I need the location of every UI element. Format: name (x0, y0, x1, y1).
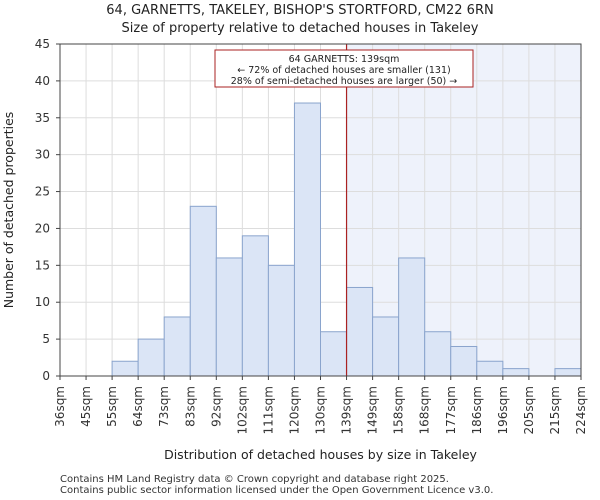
bar-92sqm (215, 257, 243, 377)
bar-149sqm (372, 316, 400, 377)
y-tick-label: 15 (35, 258, 50, 272)
bar-158sqm (398, 257, 426, 377)
bar-177sqm (450, 345, 478, 377)
x-tick-label: 205sqm (522, 386, 536, 434)
x-tick-label: 186sqm (470, 386, 484, 434)
x-tick-label: 168sqm (418, 386, 432, 434)
x-tick-label: 45sqm (79, 386, 93, 427)
x-tick-label: 120sqm (287, 386, 301, 434)
y-tick-label: 30 (35, 148, 50, 162)
x-tick-label: 177sqm (444, 386, 458, 434)
bar-55sqm (111, 360, 139, 377)
y-axis-ticks: 0 5 10 15 20 25 30 35 40 45 (35, 37, 60, 383)
x-tick-label: 158sqm (392, 386, 406, 434)
chart-subtitle: Size of property relative to detached ho… (121, 21, 479, 36)
bar-139sqm (346, 286, 374, 377)
x-tick-label: 36sqm (53, 386, 67, 427)
bar-83sqm (189, 205, 217, 377)
bar-102sqm (241, 235, 269, 377)
y-tick-label: 40 (35, 74, 50, 88)
y-axis-label: Number of detached properties (1, 112, 16, 309)
bar-130sqm (320, 331, 348, 377)
x-tick-label: 83sqm (183, 386, 197, 427)
x-tick-label: 139sqm (340, 386, 354, 434)
annotation-line-1: 64 GARNETTS: 139sqm (289, 54, 400, 65)
x-tick-label: 215sqm (548, 386, 562, 434)
x-tick-label: 224sqm (574, 386, 588, 434)
x-tick-label: 92sqm (209, 386, 223, 427)
x-axis-label: Distribution of detached houses by size … (164, 447, 477, 462)
x-tick-label: 55sqm (105, 386, 119, 427)
y-tick-label: 20 (35, 221, 50, 235)
x-tick-label: 73sqm (157, 386, 171, 427)
bar-196sqm (502, 368, 530, 377)
x-tick-label: 130sqm (314, 386, 328, 434)
y-tick-label: 10 (35, 295, 50, 309)
x-tick-label: 102sqm (235, 386, 249, 434)
footer-line-2: Contains public sector information licen… (60, 485, 494, 496)
chart-title: 64, GARNETTS, TAKELEY, BISHOP'S STORTFOR… (106, 3, 494, 18)
annotation-line-3: 28% of semi-detached houses are larger (… (231, 76, 458, 87)
x-tick-label: 64sqm (131, 386, 145, 427)
bar-186sqm (476, 360, 504, 377)
x-axis-ticks: 36sqm 45sqm 55sqm 64sqm 73sqm 83sqm 92sqm 102sq… (53, 376, 588, 434)
bar-168sqm (424, 331, 452, 377)
x-tick-label: 111sqm (261, 386, 275, 434)
y-tick-label: 0 (42, 369, 50, 383)
bar-64sqm (137, 338, 165, 377)
annotation-box: 64 GARNETTS: 139sqm ← 72% of detached ho… (214, 49, 474, 88)
x-tick-label: 196sqm (496, 386, 510, 434)
annotation-frame (214, 49, 474, 88)
y-tick-label: 45 (35, 37, 50, 51)
bar-120sqm (293, 102, 322, 377)
bar-73sqm (163, 316, 191, 377)
y-tick-label: 5 (42, 332, 50, 346)
annotation-line-2: ← 72% of detached houses are smaller (13… (237, 65, 450, 76)
bar-111sqm (267, 264, 295, 377)
y-tick-label: 25 (35, 185, 50, 199)
bars-group (111, 102, 582, 377)
bar-215sqm (554, 368, 582, 377)
x-tick-label: 149sqm (366, 386, 380, 434)
y-tick-label: 35 (35, 111, 50, 125)
footer-line-1: Contains HM Land Registry data © Crown c… (60, 474, 449, 485)
